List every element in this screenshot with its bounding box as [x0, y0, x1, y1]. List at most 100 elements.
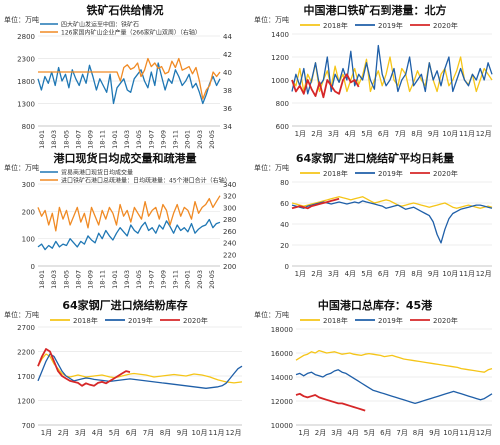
- x-tick-label: 18-05: [62, 130, 70, 149]
- y-tick-label: 2200: [17, 349, 35, 357]
- x-tick-label: 2月: [311, 270, 322, 278]
- legend-label: 2020年: [433, 316, 458, 325]
- chart-title: 64家钢厂进口烧结粉库存: [62, 298, 187, 312]
- unit-label: 单位：万吨: [254, 15, 289, 24]
- x-tick-label: 19-07: [147, 130, 155, 149]
- series-line-2: [37, 348, 131, 387]
- chart-title: 64家钢厂进口烧结矿平均日耗量: [296, 151, 454, 165]
- series-line-1: [38, 57, 221, 100]
- x-tick-label: 7月: [143, 429, 154, 437]
- y-tick-label: 40: [280, 221, 289, 229]
- x-tick-label: 11月: [460, 429, 476, 437]
- x-tick-label: 8月: [411, 270, 422, 278]
- y-right-tick-label: 42: [223, 51, 232, 59]
- y-tick-label: 1200: [17, 398, 35, 406]
- x-tick-label: 11月: [459, 130, 475, 138]
- y-tick-label: 600: [276, 123, 289, 131]
- y-tick-label: 14000: [271, 374, 293, 382]
- y-tick-label: 0: [31, 263, 35, 271]
- x-tick-label: 4月: [347, 429, 358, 437]
- x-tick-label: 1月: [295, 130, 306, 138]
- x-tick-label: 18-05: [62, 270, 70, 289]
- series-line-0: [291, 196, 493, 209]
- y-tick-label: 60: [280, 200, 289, 208]
- x-tick-label: 12月: [476, 270, 492, 278]
- unit-label: 单位：万吨: [4, 163, 39, 172]
- legend-label: 2019年: [128, 316, 153, 325]
- x-tick-label: 3月: [331, 429, 342, 437]
- legend-label: 贸易商港口现货日均成交量: [61, 169, 133, 177]
- series-line-1: [37, 353, 243, 389]
- y-right-tick-label: 44: [223, 33, 232, 41]
- legend-label: 2020年: [183, 316, 208, 325]
- x-tick-label: 9月: [428, 270, 439, 278]
- x-tick-label: 19-01: [111, 130, 119, 149]
- x-tick-label: 1月: [298, 429, 309, 437]
- y-tick-label: 1000: [271, 77, 289, 85]
- x-tick-label: 4月: [345, 130, 356, 138]
- y-right-tick-label: 34: [223, 123, 232, 131]
- series-line-0: [291, 56, 493, 93]
- x-tick-label: 9月: [177, 429, 188, 437]
- x-tick-label: 19-09: [159, 270, 167, 289]
- x-tick-label: 3月: [328, 130, 339, 138]
- x-tick-label: 18-07: [74, 270, 82, 289]
- chart-title: 中国港口铁矿石到港量：北方: [304, 3, 447, 17]
- x-tick-label: 6月: [378, 270, 389, 278]
- y-tick-label: 800: [276, 100, 289, 108]
- unit-label: 单位：万吨: [254, 163, 289, 172]
- x-tick-label: 20-01: [184, 270, 192, 289]
- y-tick-label: 200: [22, 208, 35, 216]
- x-tick-label: 3月: [75, 429, 86, 437]
- x-tick-label: 18-07: [74, 130, 82, 149]
- y-tick-label: 100: [22, 236, 35, 244]
- y-tick-label: 0: [285, 263, 289, 271]
- unit-label: 单位：万吨: [254, 310, 289, 319]
- chart-title: 港口现货日均成交量和疏港量: [54, 151, 197, 165]
- y-right-tick-label: 220: [223, 251, 236, 259]
- unit-label: 单位：万吨: [4, 15, 39, 24]
- x-tick-label: 19-01: [111, 270, 119, 289]
- x-tick-label: 8月: [160, 429, 171, 437]
- y-right-tick-label: 280: [223, 216, 236, 224]
- x-tick-label: 18-01: [38, 270, 46, 289]
- chart-title: 中国港口总库存：45港: [318, 298, 433, 312]
- x-tick-label: 3月: [328, 270, 339, 278]
- y-tick-label: 10000: [271, 422, 293, 430]
- x-tick-label: 19-11: [172, 270, 180, 289]
- x-tick-label: 7月: [395, 270, 406, 278]
- y-tick-label: 1700: [17, 373, 35, 381]
- series-line-0: [295, 349, 493, 373]
- x-tick-label: 19-05: [135, 130, 143, 149]
- y-tick-label: 700: [22, 422, 35, 430]
- y-tick-label: 2800: [17, 33, 35, 41]
- x-tick-label: 18-03: [50, 270, 58, 289]
- x-tick-label: 6月: [380, 429, 391, 437]
- y-tick-label: 300: [22, 181, 35, 189]
- series-line-1: [291, 44, 493, 95]
- x-tick-label: 4月: [92, 429, 103, 437]
- x-tick-label: 11月: [209, 429, 225, 437]
- x-tick-label: 5月: [109, 429, 120, 437]
- unit-label: 单位：万吨: [4, 310, 39, 319]
- y-tick-label: 18000: [271, 326, 293, 334]
- x-tick-label: 2月: [58, 429, 69, 437]
- x-tick-label: 12月: [476, 130, 492, 138]
- x-tick-label: 6月: [378, 130, 389, 138]
- x-tick-label: 5月: [364, 429, 375, 437]
- x-tick-label: 8月: [411, 130, 422, 138]
- y-tick-label: 2300: [17, 56, 35, 64]
- legend-label: 126家国内矿山企业产量（266家矿山双周）（右轴）: [61, 29, 201, 37]
- x-tick-label: 18-01: [38, 130, 46, 149]
- y-tick-label: 12000: [271, 398, 293, 406]
- x-tick-label: 19-07: [147, 270, 155, 289]
- x-tick-label: 5月: [361, 130, 372, 138]
- y-tick-label: 1800: [17, 78, 35, 86]
- x-tick-label: 5月: [361, 270, 372, 278]
- x-tick-label: 20-01: [184, 130, 192, 149]
- x-tick-label: 9月: [428, 130, 439, 138]
